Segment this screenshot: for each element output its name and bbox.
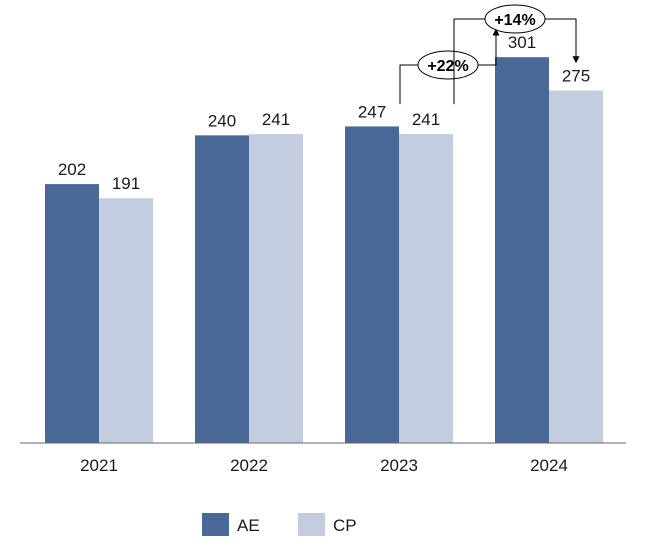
bar-cp-2022 (249, 134, 303, 443)
growth-label-1: +22% (427, 58, 468, 75)
legend-label-ae: AE (237, 516, 260, 535)
legend-swatch-ae (202, 513, 229, 536)
bars-layer (45, 57, 603, 444)
growth-badge-1 (417, 50, 479, 80)
growth-label-2: +14% (494, 12, 535, 29)
data-label-cp-2022: 241 (262, 110, 290, 129)
value-labels-layer: 202 191 240 241 247 241 301 275 (58, 33, 590, 193)
legend: AE CP (202, 513, 357, 536)
legend-label-cp: CP (333, 516, 357, 535)
bar-ae-2024 (495, 57, 549, 443)
x-tick-label-2021: 2021 (80, 456, 118, 475)
data-label-cp-2021: 191 (112, 174, 140, 193)
growth-badge-2 (484, 4, 546, 34)
bar-cp-2024 (549, 90, 603, 443)
data-label-ae-2023: 247 (358, 102, 386, 121)
data-label-ae-2024: 301 (508, 33, 536, 52)
data-label-cp-2023: 241 (412, 110, 440, 129)
growth-annotations-layer: +22% +14% (399, 4, 580, 105)
x-tick-label-2022: 2022 (230, 456, 268, 475)
bar-ae-2022 (195, 135, 249, 443)
x-tick-labels-layer: 2021 2022 2023 2024 (80, 456, 568, 475)
data-label-ae-2021: 202 (58, 160, 86, 179)
bar-ae-2021 (45, 184, 99, 443)
x-tick-label-2023: 2023 (380, 456, 418, 475)
bar-ae-2023 (345, 126, 399, 444)
bar-cp-2023 (399, 134, 453, 443)
x-tick-label-2024: 2024 (530, 456, 568, 475)
data-label-ae-2022: 240 (208, 111, 236, 130)
bar-cp-2021 (99, 198, 153, 443)
data-label-cp-2024: 275 (562, 67, 590, 86)
legend-swatch-cp (298, 513, 325, 536)
